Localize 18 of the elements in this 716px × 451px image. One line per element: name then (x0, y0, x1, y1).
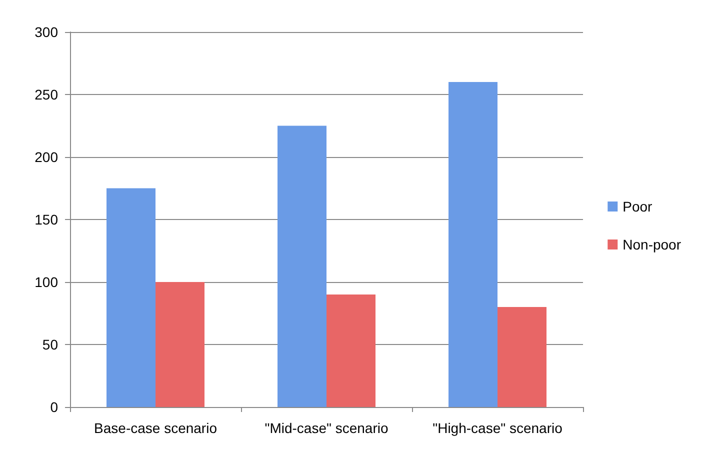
y-tick-label: 250 (34, 86, 58, 102)
bar (106, 188, 156, 407)
y-tick-label: 50 (42, 336, 58, 352)
legend-label: Poor (622, 198, 653, 214)
y-tick-label: 100 (34, 274, 58, 290)
bar (278, 126, 326, 407)
bar (448, 82, 498, 407)
y-tick-label: 200 (34, 149, 58, 165)
bar (498, 307, 546, 407)
bar (156, 282, 204, 407)
x-tick-label: Base-case scenario (94, 420, 218, 436)
y-tick-label: 0 (50, 399, 58, 415)
x-tick-label: "High-case" scenario (432, 420, 563, 436)
legend-label: Non-poor (622, 236, 682, 252)
x-tick-label: "Mid-case" scenario (264, 420, 388, 436)
y-tick-label: 150 (34, 212, 58, 228)
y-tick-label: 300 (34, 24, 58, 40)
bar (326, 294, 376, 407)
